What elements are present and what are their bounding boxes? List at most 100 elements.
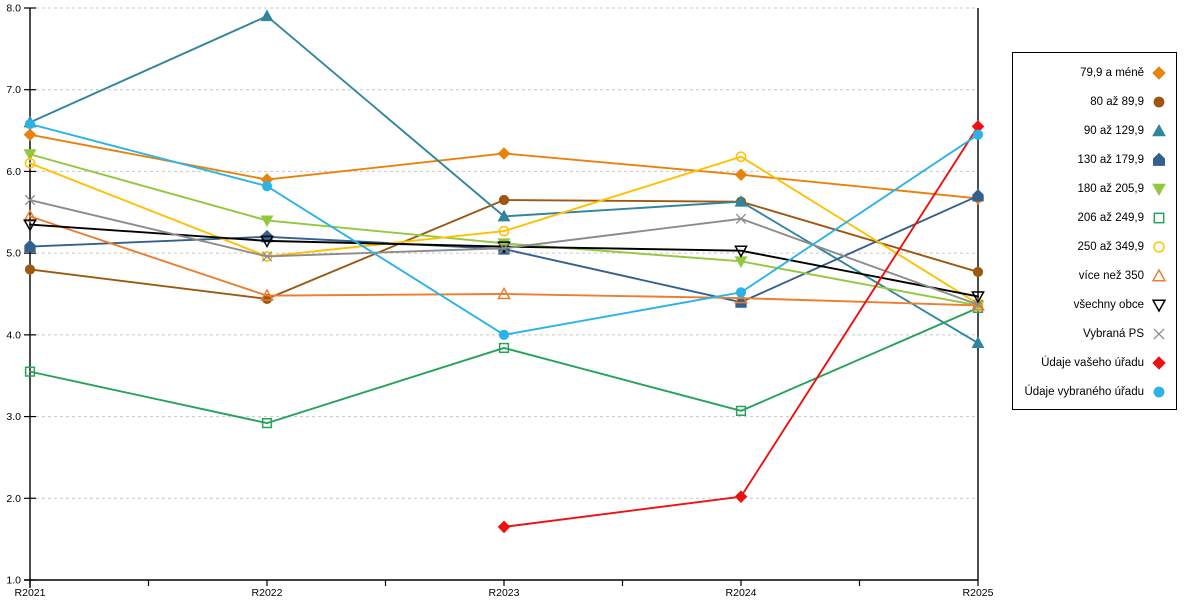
triangle-down-legend-icon	[1152, 183, 1166, 196]
series-6	[24, 151, 984, 310]
triangle-down-legend-icon	[1151, 298, 1167, 313]
triangle-up-legend-icon	[1152, 123, 1166, 136]
x-axis-tick-label: R2022	[252, 587, 283, 599]
x-marker-icon	[261, 251, 273, 262]
legend-item-9[interactable]: Vybraná PS	[1013, 319, 1176, 348]
circle-marker-icon	[24, 264, 36, 275]
y-axis-tick-label: 5.0	[6, 248, 21, 260]
triangle-down-marker-icon	[23, 149, 37, 161]
legend-item-10[interactable]: Údaje vašeho úřadu	[1013, 348, 1176, 377]
circle-marker-icon	[24, 157, 36, 169]
series-line	[503, 125, 979, 528]
triangle-up-marker-icon	[1151, 267, 1167, 282]
series-5	[24, 302, 984, 429]
circle-legend-icon	[1153, 240, 1165, 253]
pentagon-marker-icon	[972, 189, 984, 202]
x-axis-tick-label: R2024	[726, 587, 757, 599]
y-axis-tick-label: 1.0	[6, 575, 21, 587]
square-marker-icon	[735, 405, 747, 416]
legend-label: 80 až 89,9	[1090, 95, 1144, 108]
pentagon-legend-icon	[1152, 152, 1166, 166]
y-axis-tick-label: 7.0	[6, 84, 21, 96]
triangle-up-marker-icon	[1152, 123, 1166, 136]
triangle-down-marker-icon	[1151, 298, 1167, 313]
x-marker-icon	[735, 213, 747, 225]
diamond-marker-icon	[497, 147, 511, 160]
legend: 79,9 a méně 80 až 89,9 90 až 129,9 130 až 1…	[1012, 52, 1177, 410]
y-axis-tick-label: 4.0	[6, 329, 21, 341]
series-line	[29, 155, 979, 305]
legend-item-4[interactable]: 180 až 205,9	[1013, 174, 1176, 203]
circle-marker-icon	[498, 329, 510, 340]
diamond-marker-icon	[734, 490, 748, 503]
series-line	[29, 215, 979, 307]
square-marker-icon	[1153, 212, 1165, 223]
diamond-legend-icon	[1152, 65, 1166, 80]
triangle-up-marker-icon	[971, 336, 985, 349]
x-axis-tick-label: R2023	[489, 587, 520, 599]
triangle-up-marker-icon	[734, 195, 748, 207]
legend-item-0[interactable]: 79,9 a méně	[1013, 58, 1176, 87]
x-axis-tick-label: R2021	[15, 587, 46, 599]
series-7	[23, 209, 985, 311]
series-11	[24, 118, 984, 340]
triangle-down-marker-icon	[23, 219, 37, 232]
series-line	[29, 133, 979, 200]
y-axis-tick-label: 3.0	[6, 411, 21, 423]
triangle-up-marker-icon	[497, 286, 511, 300]
x-marker-icon	[1153, 327, 1165, 340]
x-marker-icon	[24, 194, 36, 206]
triangle-up-marker-icon	[734, 290, 748, 304]
series-10	[497, 120, 985, 534]
legend-label: Vybraná PS	[1083, 327, 1144, 340]
circle-marker-icon	[1153, 96, 1165, 107]
legend-item-8[interactable]: všechny obce	[1013, 290, 1176, 319]
series-2	[23, 9, 985, 349]
triangle-up-marker-icon	[260, 9, 274, 22]
legend-item-5[interactable]: 206 až 249,9	[1013, 203, 1176, 232]
diamond-marker-icon	[1152, 355, 1166, 370]
y-axis-tick-label: 8.0	[6, 3, 21, 15]
circle-marker-icon	[498, 225, 510, 237]
x-marker-icon	[972, 299, 984, 310]
triangle-up-marker-icon	[497, 209, 511, 222]
circle-marker-icon	[1153, 386, 1165, 397]
legend-label: 130 až 179,9	[1077, 153, 1144, 166]
series-line	[29, 223, 979, 298]
legend-item-1[interactable]: 80 až 89,9	[1013, 87, 1176, 116]
circle-legend-icon	[1153, 386, 1165, 397]
legend-item-3[interactable]: 130 až 179,9	[1013, 145, 1176, 174]
circle-marker-icon	[261, 181, 273, 192]
legend-item-7[interactable]: více než 350	[1013, 261, 1176, 290]
triangle-up-marker-icon	[23, 209, 37, 222]
circle-marker-icon	[498, 194, 510, 206]
triangle-up-legend-icon	[1151, 267, 1167, 282]
diamond-legend-icon	[1152, 355, 1166, 370]
triangle-down-marker-icon	[260, 215, 274, 228]
series-line	[29, 306, 979, 425]
triangle-down-marker-icon	[971, 291, 985, 304]
legend-label: Údaje vybraného úřadu	[1024, 385, 1144, 398]
y-axis-tick-label: 6.0	[6, 166, 21, 178]
legend-item-2[interactable]: 90 až 129,9	[1013, 116, 1176, 145]
diamond-marker-icon	[497, 520, 511, 534]
x-marker-icon	[498, 243, 510, 254]
x-legend-icon	[1153, 327, 1165, 340]
square-marker-icon	[498, 342, 510, 354]
circle-marker-icon	[735, 151, 747, 163]
square-marker-icon	[261, 417, 273, 429]
legend-item-11[interactable]: Údaje vybraného úřadu	[1013, 377, 1176, 406]
y-axis-tick-label: 2.0	[6, 493, 21, 505]
triangle-down-marker-icon	[734, 245, 748, 258]
circle-marker-icon	[24, 118, 36, 130]
legend-item-6[interactable]: 250 až 349,9	[1013, 232, 1176, 261]
circle-marker-icon	[972, 129, 984, 140]
series-9	[24, 194, 984, 310]
diamond-marker-icon	[23, 128, 37, 141]
pentagon-marker-icon	[1152, 152, 1166, 166]
x-axis-tick-label: R2025	[963, 587, 994, 599]
diamond-marker-icon	[1152, 65, 1166, 80]
triangle-down-marker-icon	[1152, 183, 1166, 196]
circle-marker-icon	[735, 287, 747, 298]
